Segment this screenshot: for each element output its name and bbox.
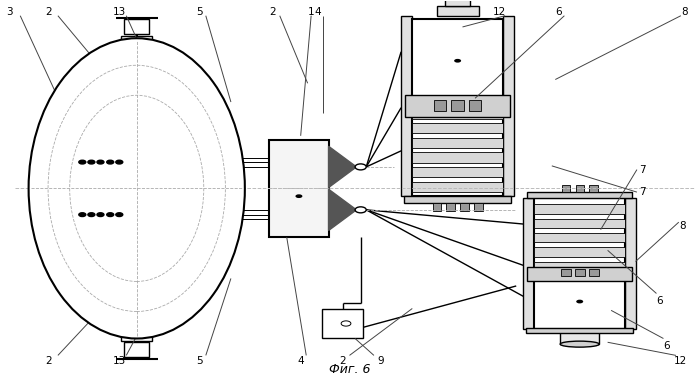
Circle shape xyxy=(355,164,366,170)
Bar xyxy=(401,16,412,196)
Text: Фиг. 6: Фиг. 6 xyxy=(329,363,370,376)
Bar xyxy=(461,203,469,211)
Bar xyxy=(561,185,570,192)
Bar xyxy=(124,342,150,357)
Bar xyxy=(447,203,455,211)
Text: 2: 2 xyxy=(269,7,276,17)
Text: 7: 7 xyxy=(639,164,646,175)
Text: 2: 2 xyxy=(45,7,52,17)
Bar xyxy=(589,185,598,192)
Bar xyxy=(74,158,224,167)
Text: 7: 7 xyxy=(639,187,646,197)
Bar xyxy=(527,192,632,198)
Bar xyxy=(534,204,625,214)
Ellipse shape xyxy=(29,38,245,339)
Bar xyxy=(434,100,447,112)
Text: 6: 6 xyxy=(556,7,562,17)
Text: 4: 4 xyxy=(297,356,304,366)
Bar xyxy=(412,152,503,163)
Bar xyxy=(122,336,152,341)
Bar xyxy=(524,198,534,329)
Bar xyxy=(452,100,464,112)
Bar xyxy=(445,0,470,6)
Circle shape xyxy=(107,160,114,164)
Circle shape xyxy=(88,213,95,217)
Bar xyxy=(534,262,625,271)
Bar xyxy=(526,328,633,333)
Text: 5: 5 xyxy=(196,7,203,17)
Text: 9: 9 xyxy=(377,356,384,366)
Bar xyxy=(122,36,152,41)
Text: 4: 4 xyxy=(314,7,321,17)
Bar xyxy=(412,108,503,119)
Bar xyxy=(575,270,584,276)
Bar xyxy=(575,185,584,192)
Circle shape xyxy=(116,160,123,164)
Bar xyxy=(412,181,503,192)
Bar xyxy=(589,270,598,276)
Circle shape xyxy=(296,194,303,198)
Text: 12: 12 xyxy=(675,356,688,366)
Ellipse shape xyxy=(560,341,599,347)
Bar xyxy=(269,139,329,237)
Bar xyxy=(437,6,479,16)
Bar xyxy=(412,167,503,177)
Bar xyxy=(534,247,625,257)
Bar xyxy=(534,218,625,228)
Text: 8: 8 xyxy=(679,221,686,231)
Circle shape xyxy=(355,207,366,213)
Bar xyxy=(561,270,570,276)
Circle shape xyxy=(79,213,86,217)
Text: 5: 5 xyxy=(196,356,203,366)
Bar xyxy=(625,198,636,329)
Text: 13: 13 xyxy=(113,356,126,366)
Bar xyxy=(124,19,150,34)
Text: 3: 3 xyxy=(6,7,13,17)
Polygon shape xyxy=(329,189,356,231)
Bar xyxy=(469,100,482,112)
Bar xyxy=(534,198,625,274)
Polygon shape xyxy=(329,146,356,187)
Circle shape xyxy=(97,213,104,217)
Text: 6: 6 xyxy=(656,296,663,306)
Bar xyxy=(534,233,625,242)
Bar xyxy=(74,210,224,219)
Text: 8: 8 xyxy=(681,7,688,17)
Bar xyxy=(433,203,441,211)
Text: 12: 12 xyxy=(493,7,506,17)
Bar xyxy=(534,274,625,329)
Bar xyxy=(405,94,510,117)
Circle shape xyxy=(97,160,104,164)
Circle shape xyxy=(88,160,95,164)
Bar xyxy=(322,309,363,338)
Bar xyxy=(412,19,503,108)
Text: 1: 1 xyxy=(308,7,315,17)
Circle shape xyxy=(116,213,123,217)
Bar xyxy=(503,16,514,196)
Text: 6: 6 xyxy=(663,341,670,351)
Bar xyxy=(412,102,503,196)
Circle shape xyxy=(107,213,114,217)
Circle shape xyxy=(454,59,461,63)
Text: 13: 13 xyxy=(113,7,126,17)
Text: 2: 2 xyxy=(339,356,346,366)
Bar xyxy=(404,196,512,203)
Circle shape xyxy=(79,160,86,164)
Text: 2: 2 xyxy=(45,356,52,366)
Bar xyxy=(560,329,599,344)
Bar xyxy=(527,267,632,281)
Bar xyxy=(412,123,503,133)
Bar xyxy=(412,138,503,148)
Circle shape xyxy=(576,300,583,304)
Bar xyxy=(475,203,483,211)
